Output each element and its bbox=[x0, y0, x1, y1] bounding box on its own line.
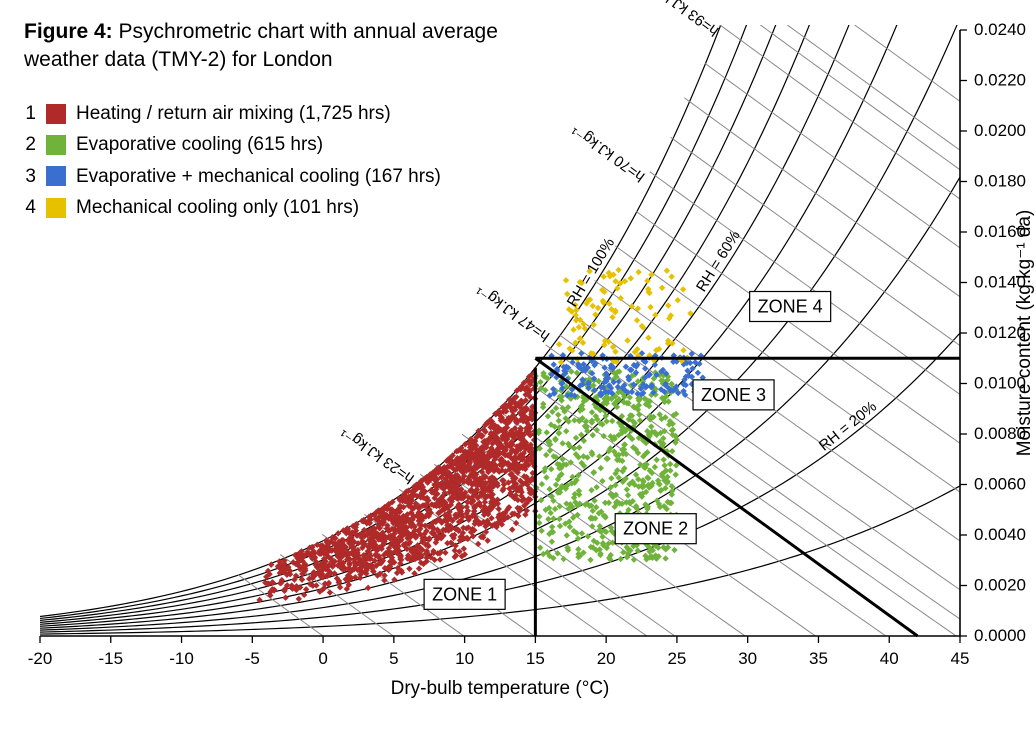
svg-text:ZONE 2: ZONE 2 bbox=[623, 519, 688, 539]
svg-text:0.0000: 0.0000 bbox=[974, 626, 1026, 645]
svg-text:5: 5 bbox=[389, 649, 398, 668]
legend-swatch bbox=[46, 198, 66, 218]
legend-item-number: 3 bbox=[24, 161, 36, 192]
legend-item-label: Evaporative + mechanical cooling (167 hr… bbox=[76, 161, 441, 192]
svg-text:-5: -5 bbox=[245, 649, 260, 668]
svg-text:25: 25 bbox=[667, 649, 686, 668]
svg-text:ZONE 1: ZONE 1 bbox=[432, 584, 497, 604]
svg-text:35: 35 bbox=[809, 649, 828, 668]
svg-text:RH = 60%: RH = 60% bbox=[693, 227, 744, 294]
svg-text:h=23 kJ.kg⁻¹: h=23 kJ.kg⁻¹ bbox=[338, 423, 418, 487]
svg-text:Dry-bulb temperature (°C): Dry-bulb temperature (°C) bbox=[391, 678, 610, 699]
legend-swatch bbox=[46, 135, 66, 155]
svg-text:0.0200: 0.0200 bbox=[974, 121, 1026, 140]
legend-item-number: 2 bbox=[24, 129, 36, 160]
svg-text:20: 20 bbox=[597, 649, 616, 668]
legend-item-number: 4 bbox=[24, 192, 36, 223]
svg-text:40: 40 bbox=[880, 649, 899, 668]
svg-text:ZONE 3: ZONE 3 bbox=[701, 385, 766, 405]
legend-item-number: 1 bbox=[24, 98, 36, 129]
svg-text:h=70 kJ.kg⁻¹: h=70 kJ.kg⁻¹ bbox=[569, 121, 648, 185]
svg-text:45: 45 bbox=[951, 649, 970, 668]
svg-text:h=93 kJ.kg⁻¹: h=93 kJ.kg⁻¹ bbox=[643, 0, 722, 39]
figure-title: Figure 4: Psychrometric chart with annua… bbox=[24, 18, 544, 75]
legend-item-label: Evaporative cooling (615 hrs) bbox=[76, 129, 323, 160]
svg-text:0.0180: 0.0180 bbox=[974, 172, 1026, 191]
svg-text:0.0240: 0.0240 bbox=[974, 20, 1026, 39]
legend-swatch bbox=[46, 166, 66, 186]
legend-item: 3 Evaporative + mechanical cooling (167 h… bbox=[24, 161, 441, 192]
figure-container: ZONE 1ZONE 2ZONE 3ZONE 4RH = 100%RH = 60… bbox=[0, 0, 1036, 732]
svg-text:30: 30 bbox=[738, 649, 757, 668]
svg-text:-10: -10 bbox=[169, 649, 194, 668]
legend-item-label: Heating / return air mixing (1,725 hrs) bbox=[76, 98, 391, 129]
svg-text:15: 15 bbox=[526, 649, 545, 668]
svg-text:10: 10 bbox=[455, 649, 474, 668]
svg-text:Moisture content (kg.kg⁻¹ da): Moisture content (kg.kg⁻¹ da) bbox=[1014, 210, 1035, 457]
legend-item-label: Mechanical cooling only (101 hrs) bbox=[76, 192, 359, 223]
svg-text:ZONE 4: ZONE 4 bbox=[758, 297, 823, 317]
svg-text:0: 0 bbox=[318, 649, 327, 668]
legend-item: 4 Mechanical cooling only (101 hrs) bbox=[24, 192, 441, 223]
svg-text:0.0040: 0.0040 bbox=[974, 525, 1026, 544]
legend-item: 1 Heating / return air mixing (1,725 hrs) bbox=[24, 98, 441, 129]
legend: 1 Heating / return air mixing (1,725 hrs)… bbox=[24, 98, 441, 223]
svg-text:h=47 kJ.kg⁻¹: h=47 kJ.kg⁻¹ bbox=[473, 281, 553, 345]
svg-text:0.0060: 0.0060 bbox=[974, 475, 1026, 494]
legend-item: 2 Evaporative cooling (615 hrs) bbox=[24, 129, 441, 160]
legend-swatch bbox=[46, 104, 66, 124]
figure-title-bold: Figure 4: bbox=[24, 20, 113, 43]
svg-text:-20: -20 bbox=[28, 649, 53, 668]
svg-text:0.0220: 0.0220 bbox=[974, 71, 1026, 90]
svg-text:RH = 20%: RH = 20% bbox=[816, 398, 880, 454]
svg-text:-15: -15 bbox=[98, 649, 123, 668]
svg-text:0.0020: 0.0020 bbox=[974, 576, 1026, 595]
